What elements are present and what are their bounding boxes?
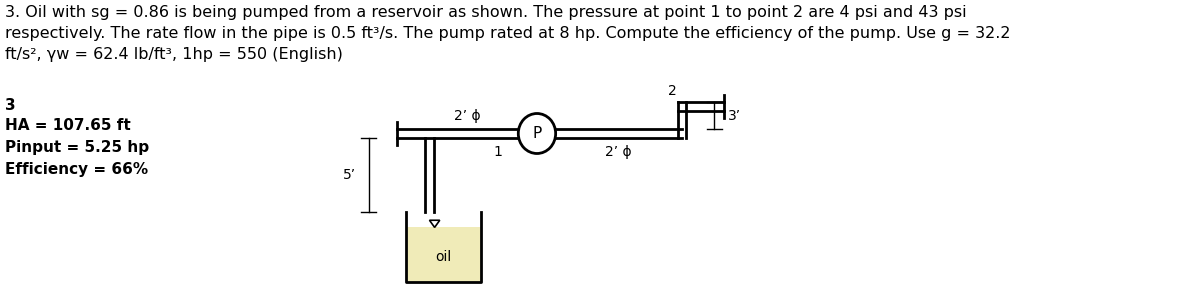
Text: 3’: 3’	[727, 108, 740, 122]
Text: P: P	[533, 126, 541, 141]
Text: 2’ ϕ: 2’ ϕ	[605, 145, 632, 159]
Text: oil: oil	[436, 251, 451, 264]
Text: 5’: 5’	[343, 168, 355, 182]
Text: ft/s², γw = 62.4 lb/ft³, 1hp = 550 (English): ft/s², γw = 62.4 lb/ft³, 1hp = 550 (Engl…	[5, 47, 342, 62]
Circle shape	[518, 113, 556, 153]
Text: HA = 107.65 ft: HA = 107.65 ft	[5, 118, 131, 133]
Text: respectively. The rate flow in the pipe is 0.5 ft³/s. The pump rated at 8 hp. Co: respectively. The rate flow in the pipe …	[5, 26, 1010, 41]
Bar	[407, 227, 481, 282]
Text: 2’ ϕ: 2’ ϕ	[454, 109, 480, 123]
Text: 3. Oil with sg = 0.86 is being pumped from a reservoir as shown. The pressure at: 3. Oil with sg = 0.86 is being pumped fr…	[5, 5, 966, 20]
Text: 2: 2	[668, 84, 677, 98]
Text: Pinput = 5.25 hp: Pinput = 5.25 hp	[5, 140, 149, 155]
Text: 1: 1	[493, 145, 502, 159]
Text: 3: 3	[5, 98, 16, 113]
Polygon shape	[430, 220, 439, 227]
Text: Efficiency = 66%: Efficiency = 66%	[5, 162, 148, 177]
